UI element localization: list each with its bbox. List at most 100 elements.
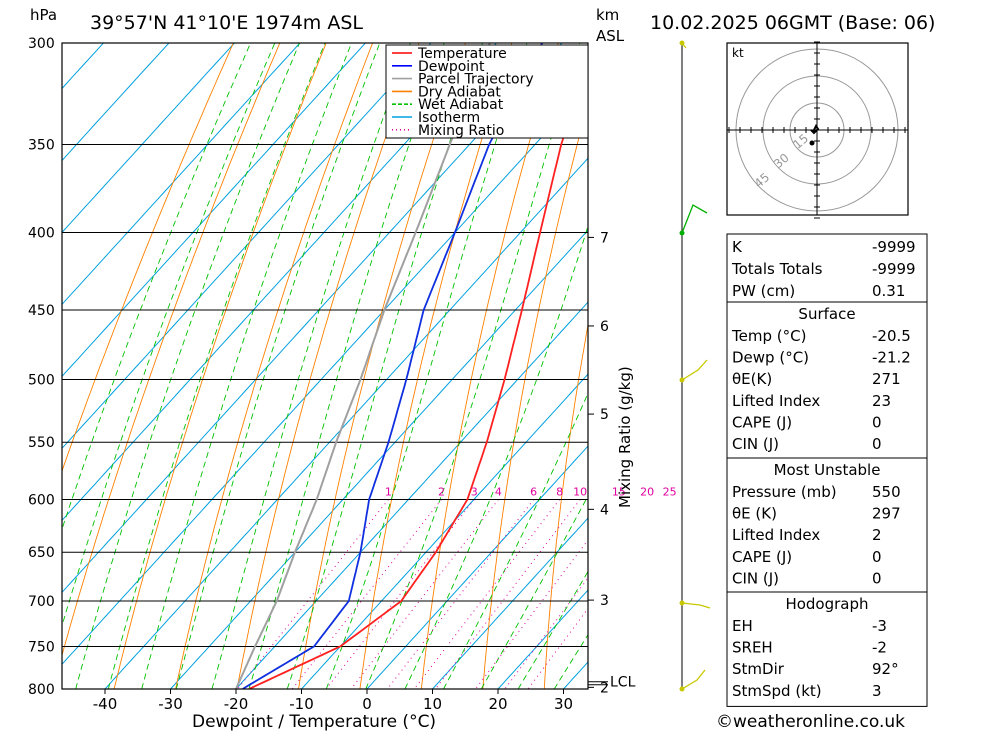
index-table xyxy=(726,591,928,707)
x-tick-label: 30 xyxy=(554,695,573,713)
hodograph-section-title: Hodograph xyxy=(785,595,868,613)
index-label: K xyxy=(732,238,743,256)
index-label: Temp (°C) xyxy=(731,327,806,345)
isotherm-line xyxy=(62,43,301,306)
mixing-ratio-label: 3 xyxy=(471,486,478,499)
wet-adiabat-line xyxy=(286,43,483,689)
wet-adiabat-line xyxy=(62,43,252,531)
isotherm-line xyxy=(497,589,588,689)
index-label: SREH xyxy=(732,639,773,657)
x-tick-label: 0 xyxy=(362,695,372,713)
index-value: -3 xyxy=(872,617,887,635)
pressure-tick-label: 450 xyxy=(28,303,55,319)
plot-frame xyxy=(61,42,589,690)
parcel-trajectory-line xyxy=(235,43,491,689)
pressure-tick-label: 650 xyxy=(28,545,55,561)
index-value: 0.31 xyxy=(872,282,905,300)
wind-profile xyxy=(679,40,711,692)
index-label: Pressure (mb) xyxy=(732,483,837,501)
x-tick-label: -40 xyxy=(93,695,118,713)
pressure-tick-label: 300 xyxy=(28,36,55,52)
x-tick-label: -10 xyxy=(289,695,314,713)
index-value: 271 xyxy=(872,370,901,388)
asl-label: ASL xyxy=(596,27,625,45)
storm-motion-point xyxy=(809,140,815,146)
index-label: StmSpd (kt) xyxy=(732,682,822,700)
index-table xyxy=(726,301,928,461)
mixing-ratio-label: 25 xyxy=(663,486,677,499)
km-tick-label: 2 xyxy=(600,680,609,696)
datetime-label: 10.02.2025 06GMT (Base: 06) xyxy=(650,12,935,34)
index-label: PW (cm) xyxy=(732,282,795,300)
index-value: -21.2 xyxy=(872,349,911,367)
mixing-ratio-label: 2 xyxy=(438,486,445,499)
isotherm-line xyxy=(62,43,170,162)
index-value: -9999 xyxy=(872,238,916,256)
wet-adiabat-line xyxy=(248,43,445,689)
mixing-ratio-line xyxy=(387,499,535,689)
isotherm-line xyxy=(62,43,235,234)
km-tick-label: 4 xyxy=(600,502,609,518)
isotherm-line xyxy=(62,43,366,378)
wind-barb xyxy=(681,669,706,690)
index-label: Dewp (°C) xyxy=(732,349,809,367)
index-label: CAPE (J) xyxy=(732,548,792,566)
isotherm-line xyxy=(104,157,588,689)
index-table xyxy=(726,457,928,595)
wet-adiabat-line xyxy=(141,43,353,689)
wet-adiabat-line xyxy=(175,43,381,689)
pressure-tick-label: 350 xyxy=(28,138,55,154)
km-tick-label: 6 xyxy=(600,319,609,335)
pressure-tick-label: 550 xyxy=(28,435,55,451)
mixing-ratio-label: 4 xyxy=(495,486,502,499)
legend-label: Parcel Trajectory xyxy=(418,72,534,88)
wet-adiabat-line xyxy=(107,43,326,689)
index-value: 92° xyxy=(872,660,899,678)
wind-barb xyxy=(681,602,711,609)
x-tick-label: -30 xyxy=(158,695,183,713)
mixing-ratio-line xyxy=(413,499,560,689)
isotherm-line xyxy=(170,229,588,689)
index-label: Lifted Index xyxy=(732,392,820,410)
wet-adiabat-line xyxy=(365,43,581,689)
wet-adiabat-line xyxy=(325,43,528,689)
legend-label: Dewpoint xyxy=(418,59,485,75)
index-value: 0 xyxy=(872,435,882,453)
mixing-ratio-label: 20 xyxy=(640,486,654,499)
mixing-ratio-line xyxy=(350,499,499,689)
wind-barb xyxy=(681,42,687,49)
km-tick-label: 5 xyxy=(600,407,609,423)
dry-adiabat-line xyxy=(236,43,420,689)
x-tick-label: 20 xyxy=(488,695,507,713)
dry-adiabat-line xyxy=(62,43,281,657)
mixing-ratio-label: 10 xyxy=(573,486,587,499)
dry-adiabat-line xyxy=(420,43,559,689)
index-value: 297 xyxy=(872,505,901,523)
most-unstable-section-title: Most Unstable xyxy=(774,461,881,479)
legend-label: Dry Adiabat xyxy=(418,84,501,100)
mixing-ratio-line xyxy=(504,577,588,689)
legend-label: Isotherm xyxy=(418,110,480,126)
index-value: -9999 xyxy=(872,260,916,278)
x-axis-title: Dewpoint / Temperature (°C) xyxy=(192,712,436,732)
index-value: -2 xyxy=(872,639,887,657)
pressure-tick-label: 600 xyxy=(28,493,55,509)
pressure-unit-label: hPa xyxy=(30,6,57,24)
dry-adiabat-line xyxy=(606,43,698,689)
mixing-ratio-line xyxy=(237,499,389,689)
index-value: 0 xyxy=(872,569,882,587)
index-label: CIN (J) xyxy=(732,569,779,587)
km-unit-label: km xyxy=(596,6,619,24)
location-title: 39°57'N 41°10'E 1974m ASL xyxy=(90,12,363,34)
index-value: 0 xyxy=(872,413,882,431)
index-label: CIN (J) xyxy=(732,435,779,453)
mixing-ratio-label: 1 xyxy=(385,486,392,499)
wet-adiabat-line xyxy=(517,570,588,689)
isotherm-line xyxy=(62,43,497,522)
x-tick-label: 10 xyxy=(423,695,442,713)
index-label: θE (K) xyxy=(732,505,777,523)
isotherm-line xyxy=(366,445,588,689)
isotherm-line xyxy=(432,517,588,689)
